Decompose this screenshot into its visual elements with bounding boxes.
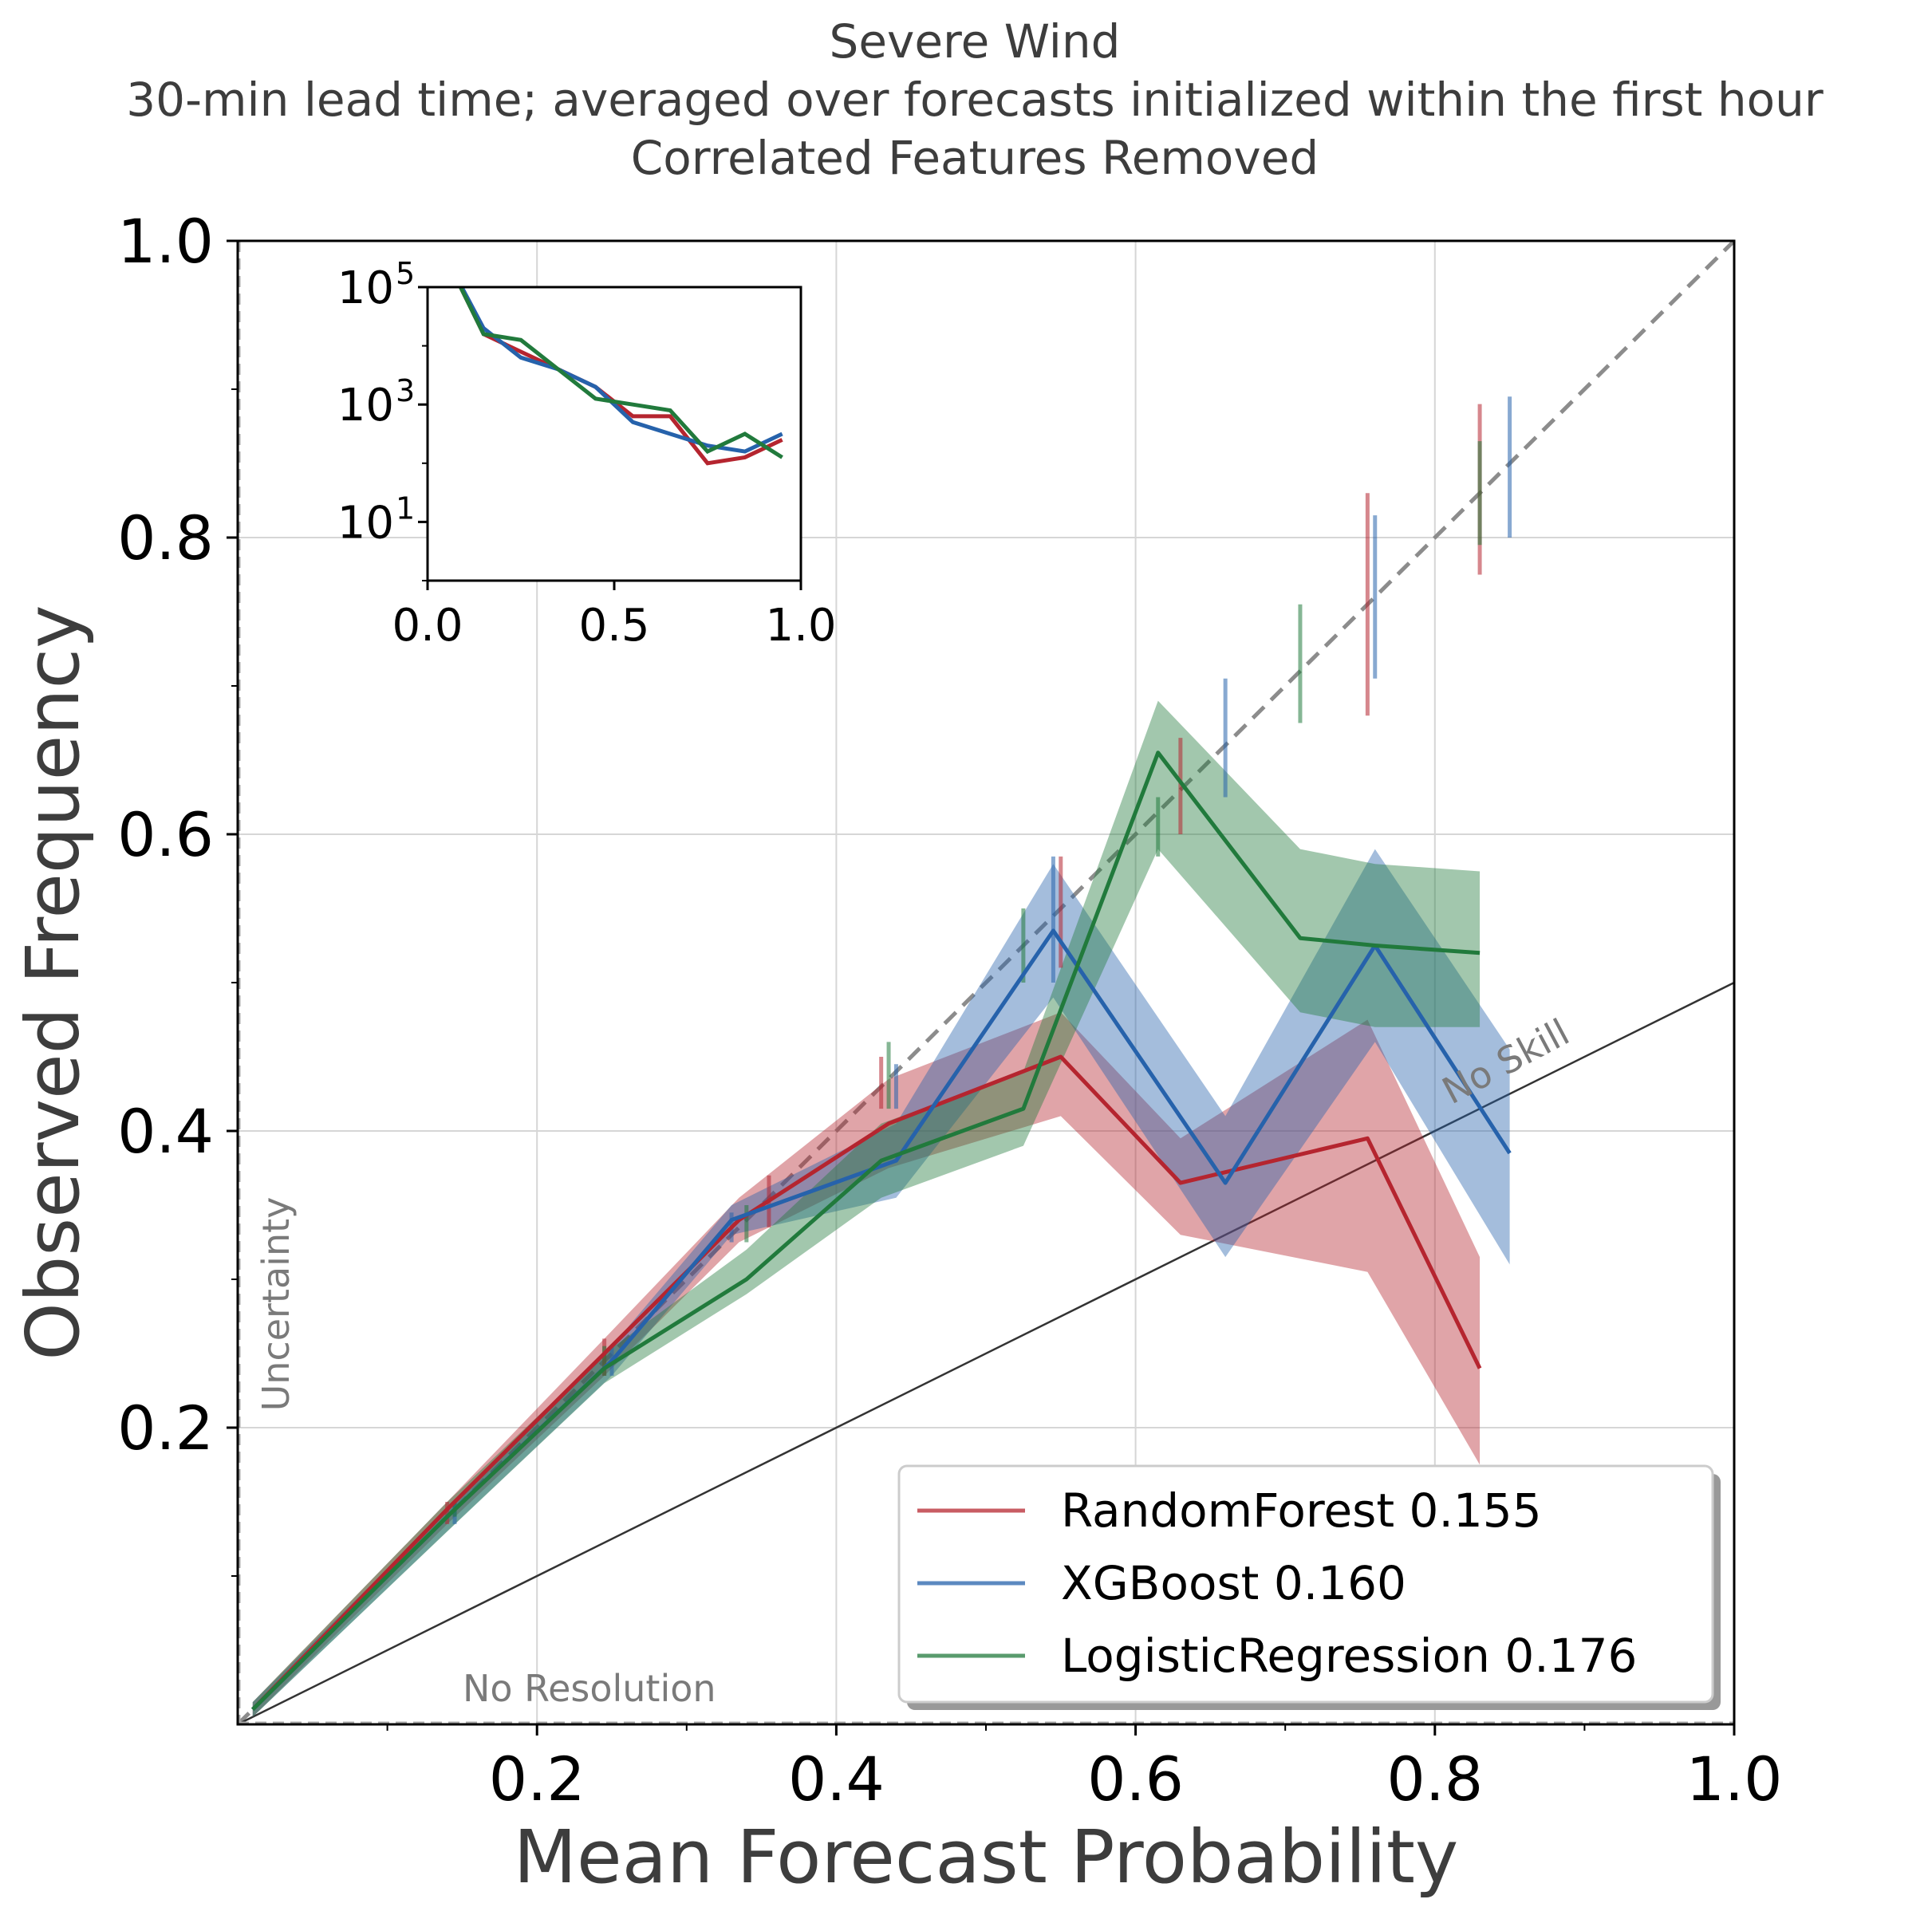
reliability-line-randomforest	[250, 1054, 1482, 1712]
y-axis-label: Observed Frequency	[10, 605, 96, 1360]
confidence-bands	[252, 700, 1510, 1717]
legend-label-logisticregression: LogisticRegression 0.176	[1061, 1629, 1637, 1683]
inset-x-tick-label: 1.0	[765, 600, 836, 652]
x-tick-label: 0.4	[788, 1743, 885, 1814]
legend-label-randomforest: RandomForest 0.155	[1061, 1483, 1542, 1538]
inset-line-xgboost	[459, 287, 783, 454]
x-tick-label: 0.8	[1386, 1743, 1483, 1814]
confidence-band-xgboost	[252, 849, 1510, 1717]
x-tick-label: 0.2	[489, 1743, 586, 1814]
no-resolution-annotation: No Resolution	[463, 1667, 716, 1710]
inset-y-tick-label: 10	[337, 262, 394, 314]
legend-label-xgboost: XGBoost 0.160	[1061, 1556, 1406, 1610]
axis-ticks: 0.2 0.4 0.6 0.8 1.0 0.2 0.4 0.6 0.8 1.0	[117, 206, 1782, 1814]
reliability-line-logisticregression	[250, 751, 1481, 1712]
inset-lines	[458, 287, 783, 466]
x-tick-label: 0.6	[1087, 1743, 1184, 1814]
inset-y-tick-label: 10	[337, 497, 394, 549]
perfect-reliability-line	[236, 239, 1736, 1726]
legend-box	[897, 1464, 1714, 1704]
chart-title: Severe Wind	[830, 14, 1121, 69]
chart-subtitle-line-1: 30-min lead time; averaged over forecast…	[126, 73, 1824, 127]
y-tick-label: 0.4	[117, 1096, 214, 1167]
inset-y-tick-exponent: 5	[396, 256, 415, 291]
reference-lines	[236, 239, 1736, 1726]
inset-x-tick-label: 0.5	[578, 600, 649, 652]
x-axis-label: Mean Forecast Probability	[514, 1814, 1459, 1900]
confidence-band-randomforest	[252, 1012, 1481, 1717]
inset-line-logisticregression	[458, 287, 783, 459]
inset-x-tick-label: 0.0	[392, 600, 463, 652]
inset-y-tick-label: 10	[337, 380, 394, 431]
series-lines	[250, 751, 1512, 1712]
y-tick-label: 1.0	[117, 206, 214, 277]
chart-subtitle-line-2: Correlated Features Removed	[631, 131, 1319, 185]
x-tick-label: 1.0	[1686, 1743, 1783, 1814]
y-tick-label: 0.6	[117, 799, 214, 870]
uncertainty-annotation: Uncertainty	[254, 1197, 298, 1412]
y-tick-label: 0.2	[117, 1393, 214, 1464]
no-skill-line	[237, 981, 1735, 1726]
y-tick-label: 0.8	[117, 502, 214, 573]
legend: RandomForest 0.155 XGBoost 0.160 Logisti…	[897, 1464, 1721, 1710]
inset-y-tick-exponent: 1	[396, 491, 415, 526]
inset-y-tick-exponent: 3	[396, 373, 415, 408]
